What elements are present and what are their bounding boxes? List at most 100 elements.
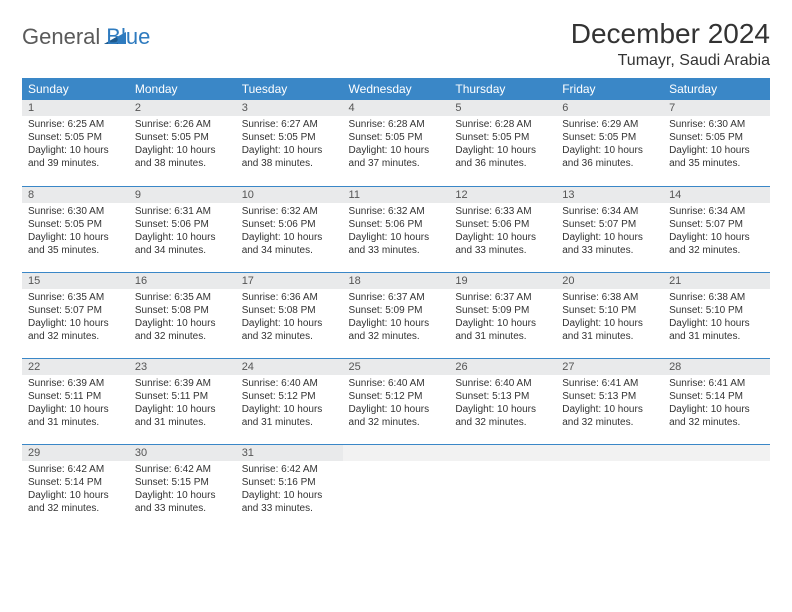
day-number: 1	[22, 100, 129, 116]
weekday-header: Monday	[129, 78, 236, 100]
day-details: Sunrise: 6:32 AMSunset: 5:06 PMDaylight:…	[343, 203, 450, 261]
calendar-day-cell: 26Sunrise: 6:40 AMSunset: 5:13 PMDayligh…	[449, 358, 556, 444]
day-number: 26	[449, 359, 556, 375]
day-number: 16	[129, 273, 236, 289]
day-details: Sunrise: 6:36 AMSunset: 5:08 PMDaylight:…	[236, 289, 343, 347]
day-number: 11	[343, 187, 450, 203]
day-number: 10	[236, 187, 343, 203]
day-details: Sunrise: 6:28 AMSunset: 5:05 PMDaylight:…	[343, 116, 450, 174]
day-number: 25	[343, 359, 450, 375]
calendar-day-cell: 13Sunrise: 6:34 AMSunset: 5:07 PMDayligh…	[556, 186, 663, 272]
calendar-day-cell: 23Sunrise: 6:39 AMSunset: 5:11 PMDayligh…	[129, 358, 236, 444]
day-details: Sunrise: 6:42 AMSunset: 5:15 PMDaylight:…	[129, 461, 236, 519]
calendar-day-cell	[663, 444, 770, 530]
day-number: 12	[449, 187, 556, 203]
day-details: Sunrise: 6:39 AMSunset: 5:11 PMDaylight:…	[22, 375, 129, 433]
calendar-week-row: 8Sunrise: 6:30 AMSunset: 5:05 PMDaylight…	[22, 186, 770, 272]
day-details: Sunrise: 6:39 AMSunset: 5:11 PMDaylight:…	[129, 375, 236, 433]
day-details: Sunrise: 6:30 AMSunset: 5:05 PMDaylight:…	[663, 116, 770, 174]
day-number-empty	[556, 445, 663, 461]
calendar-day-cell: 30Sunrise: 6:42 AMSunset: 5:15 PMDayligh…	[129, 444, 236, 530]
day-number: 7	[663, 100, 770, 116]
calendar-day-cell: 1Sunrise: 6:25 AMSunset: 5:05 PMDaylight…	[22, 100, 129, 186]
brand-logo: General Blue	[22, 24, 150, 50]
calendar-day-cell: 6Sunrise: 6:29 AMSunset: 5:05 PMDaylight…	[556, 100, 663, 186]
day-details: Sunrise: 6:38 AMSunset: 5:10 PMDaylight:…	[556, 289, 663, 347]
day-details: Sunrise: 6:25 AMSunset: 5:05 PMDaylight:…	[22, 116, 129, 174]
day-details: Sunrise: 6:41 AMSunset: 5:13 PMDaylight:…	[556, 375, 663, 433]
day-number: 4	[343, 100, 450, 116]
day-details: Sunrise: 6:35 AMSunset: 5:08 PMDaylight:…	[129, 289, 236, 347]
calendar-day-cell: 27Sunrise: 6:41 AMSunset: 5:13 PMDayligh…	[556, 358, 663, 444]
day-number: 20	[556, 273, 663, 289]
day-number-empty	[663, 445, 770, 461]
header: General Blue December 2024 Tumayr, Saudi…	[22, 18, 770, 70]
calendar-day-cell	[343, 444, 450, 530]
calendar-day-cell: 12Sunrise: 6:33 AMSunset: 5:06 PMDayligh…	[449, 186, 556, 272]
day-details: Sunrise: 6:34 AMSunset: 5:07 PMDaylight:…	[663, 203, 770, 261]
calendar-day-cell	[556, 444, 663, 530]
day-details: Sunrise: 6:38 AMSunset: 5:10 PMDaylight:…	[663, 289, 770, 347]
day-number: 14	[663, 187, 770, 203]
day-number: 15	[22, 273, 129, 289]
day-details: Sunrise: 6:40 AMSunset: 5:12 PMDaylight:…	[343, 375, 450, 433]
day-number: 9	[129, 187, 236, 203]
weekday-header: Wednesday	[343, 78, 450, 100]
day-number-empty	[343, 445, 450, 461]
calendar-day-cell: 2Sunrise: 6:26 AMSunset: 5:05 PMDaylight…	[129, 100, 236, 186]
calendar-week-row: 22Sunrise: 6:39 AMSunset: 5:11 PMDayligh…	[22, 358, 770, 444]
day-number: 24	[236, 359, 343, 375]
day-number: 18	[343, 273, 450, 289]
day-details: Sunrise: 6:27 AMSunset: 5:05 PMDaylight:…	[236, 116, 343, 174]
day-details: Sunrise: 6:32 AMSunset: 5:06 PMDaylight:…	[236, 203, 343, 261]
calendar-day-cell: 18Sunrise: 6:37 AMSunset: 5:09 PMDayligh…	[343, 272, 450, 358]
weekday-header: Sunday	[22, 78, 129, 100]
calendar-table: Sunday Monday Tuesday Wednesday Thursday…	[22, 78, 770, 530]
calendar-day-cell: 22Sunrise: 6:39 AMSunset: 5:11 PMDayligh…	[22, 358, 129, 444]
calendar-day-cell	[449, 444, 556, 530]
day-details: Sunrise: 6:40 AMSunset: 5:12 PMDaylight:…	[236, 375, 343, 433]
calendar-day-cell: 7Sunrise: 6:30 AMSunset: 5:05 PMDaylight…	[663, 100, 770, 186]
day-number: 30	[129, 445, 236, 461]
calendar-body: 1Sunrise: 6:25 AMSunset: 5:05 PMDaylight…	[22, 100, 770, 530]
day-number: 17	[236, 273, 343, 289]
calendar-day-cell: 19Sunrise: 6:37 AMSunset: 5:09 PMDayligh…	[449, 272, 556, 358]
weekday-header: Friday	[556, 78, 663, 100]
calendar-week-row: 15Sunrise: 6:35 AMSunset: 5:07 PMDayligh…	[22, 272, 770, 358]
day-details: Sunrise: 6:35 AMSunset: 5:07 PMDaylight:…	[22, 289, 129, 347]
day-details: Sunrise: 6:26 AMSunset: 5:05 PMDaylight:…	[129, 116, 236, 174]
day-details: Sunrise: 6:37 AMSunset: 5:09 PMDaylight:…	[449, 289, 556, 347]
calendar-day-cell: 24Sunrise: 6:40 AMSunset: 5:12 PMDayligh…	[236, 358, 343, 444]
day-number: 27	[556, 359, 663, 375]
calendar-day-cell: 9Sunrise: 6:31 AMSunset: 5:06 PMDaylight…	[129, 186, 236, 272]
day-number: 13	[556, 187, 663, 203]
weekday-header: Saturday	[663, 78, 770, 100]
weekday-header-row: Sunday Monday Tuesday Wednesday Thursday…	[22, 78, 770, 100]
day-details: Sunrise: 6:42 AMSunset: 5:14 PMDaylight:…	[22, 461, 129, 519]
day-details: Sunrise: 6:28 AMSunset: 5:05 PMDaylight:…	[449, 116, 556, 174]
day-number: 3	[236, 100, 343, 116]
day-number: 29	[22, 445, 129, 461]
weekday-header: Thursday	[449, 78, 556, 100]
calendar-day-cell: 17Sunrise: 6:36 AMSunset: 5:08 PMDayligh…	[236, 272, 343, 358]
day-number-empty	[449, 445, 556, 461]
weekday-header: Tuesday	[236, 78, 343, 100]
calendar-day-cell: 8Sunrise: 6:30 AMSunset: 5:05 PMDaylight…	[22, 186, 129, 272]
calendar-day-cell: 25Sunrise: 6:40 AMSunset: 5:12 PMDayligh…	[343, 358, 450, 444]
calendar-day-cell: 21Sunrise: 6:38 AMSunset: 5:10 PMDayligh…	[663, 272, 770, 358]
day-details: Sunrise: 6:30 AMSunset: 5:05 PMDaylight:…	[22, 203, 129, 261]
day-details: Sunrise: 6:40 AMSunset: 5:13 PMDaylight:…	[449, 375, 556, 433]
day-number: 31	[236, 445, 343, 461]
calendar-week-row: 29Sunrise: 6:42 AMSunset: 5:14 PMDayligh…	[22, 444, 770, 530]
day-number: 6	[556, 100, 663, 116]
calendar-day-cell: 31Sunrise: 6:42 AMSunset: 5:16 PMDayligh…	[236, 444, 343, 530]
day-details: Sunrise: 6:37 AMSunset: 5:09 PMDaylight:…	[343, 289, 450, 347]
calendar-day-cell: 15Sunrise: 6:35 AMSunset: 5:07 PMDayligh…	[22, 272, 129, 358]
month-title: December 2024	[571, 18, 770, 50]
day-number: 23	[129, 359, 236, 375]
calendar-week-row: 1Sunrise: 6:25 AMSunset: 5:05 PMDaylight…	[22, 100, 770, 186]
day-details: Sunrise: 6:42 AMSunset: 5:16 PMDaylight:…	[236, 461, 343, 519]
day-details: Sunrise: 6:31 AMSunset: 5:06 PMDaylight:…	[129, 203, 236, 261]
location-label: Tumayr, Saudi Arabia	[571, 52, 770, 70]
day-details: Sunrise: 6:33 AMSunset: 5:06 PMDaylight:…	[449, 203, 556, 261]
